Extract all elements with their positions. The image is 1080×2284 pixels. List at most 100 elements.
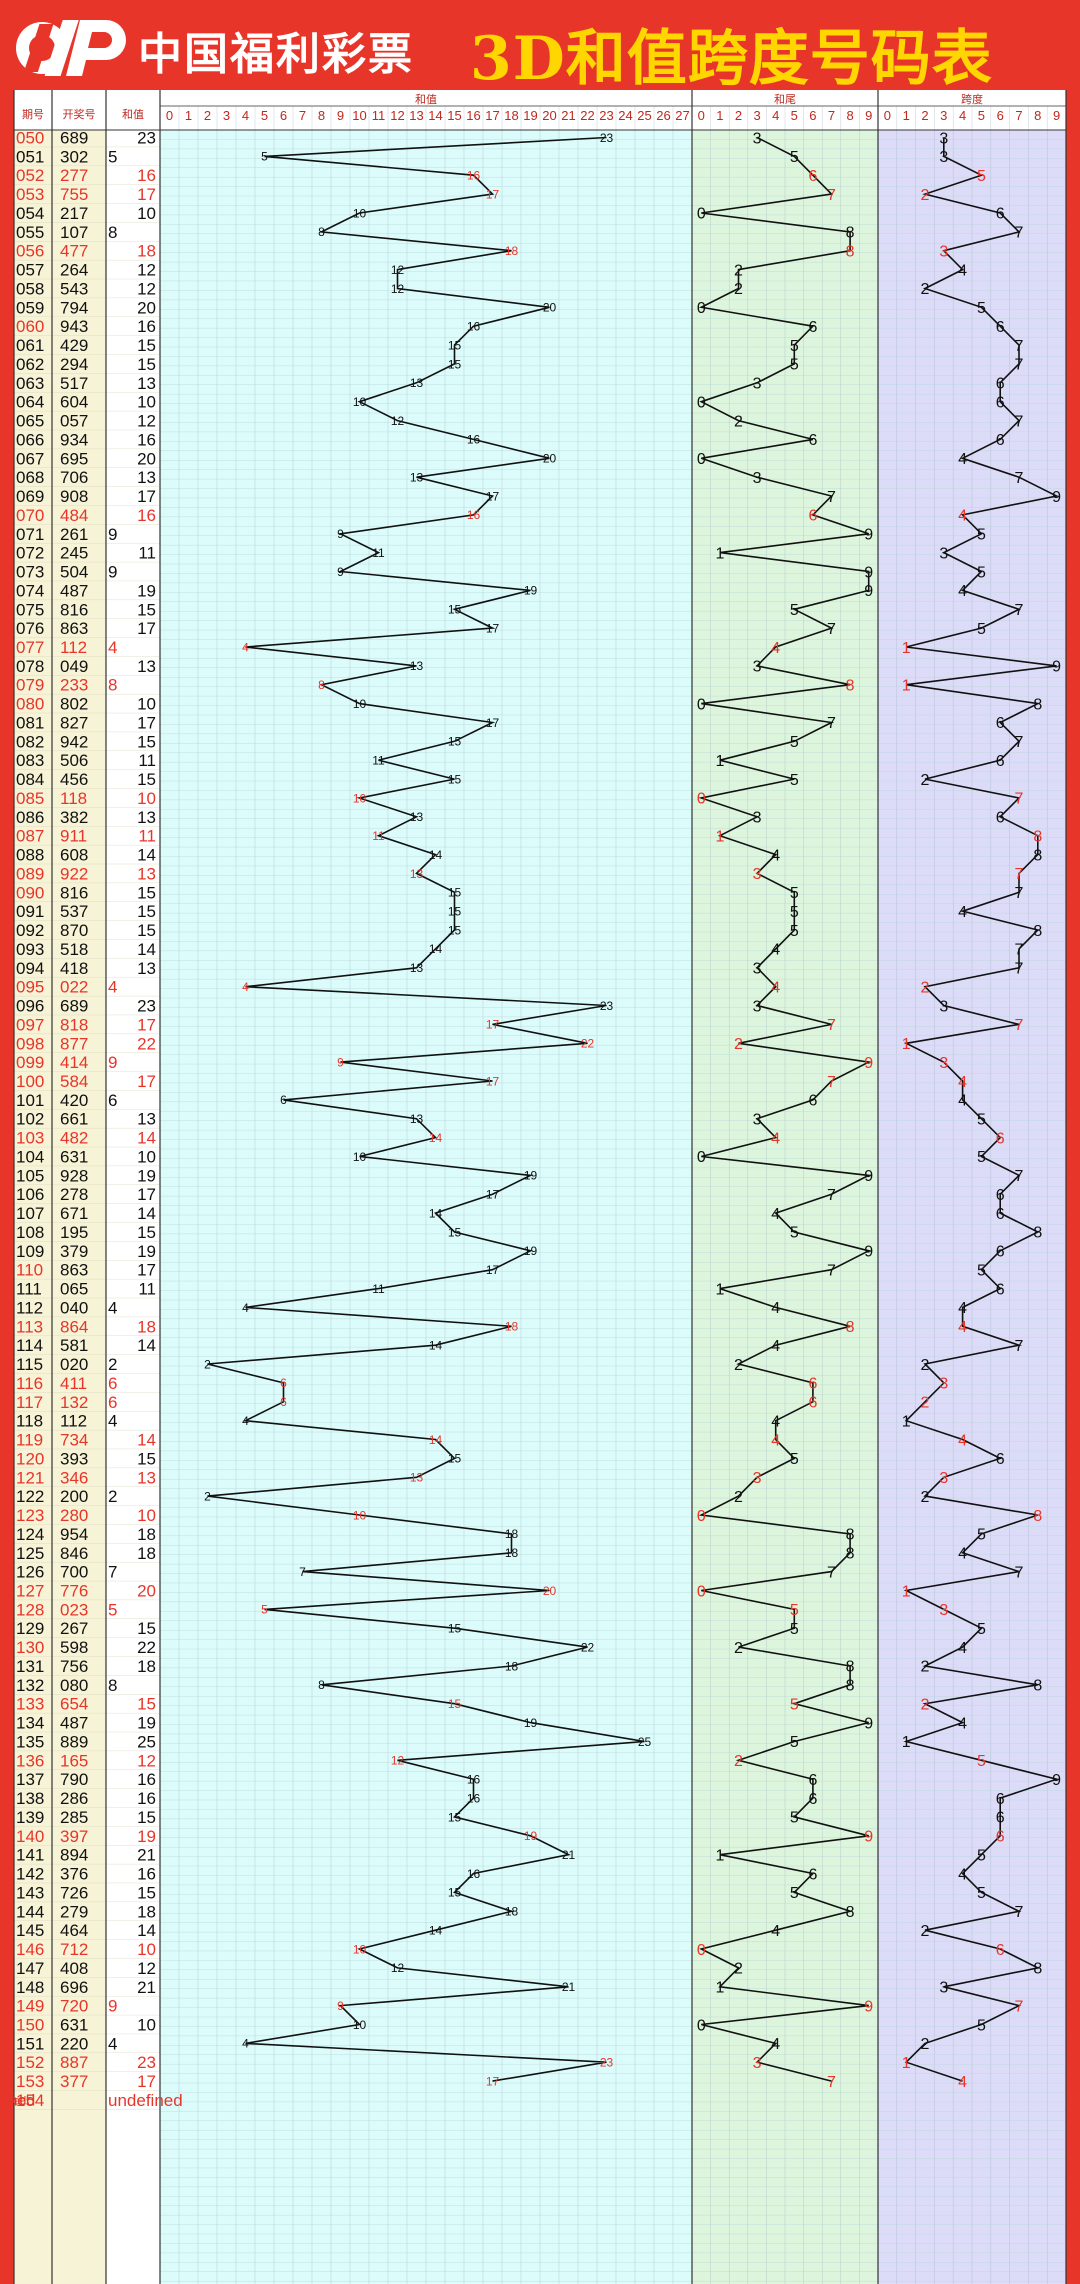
span-point: 2	[921, 979, 930, 996]
issue-cell: 123	[16, 1506, 44, 1525]
span-point: 6	[996, 432, 1005, 449]
number-cell: 631	[60, 1147, 88, 1166]
span-point: 7	[1015, 866, 1024, 883]
sum-cell: 15	[137, 883, 156, 902]
tail-point: 1	[715, 828, 724, 845]
number-cell: 827	[60, 713, 88, 732]
number-cell: 376	[60, 1865, 88, 1884]
sum-cell: 11	[138, 1280, 156, 1299]
number-cell: 418	[60, 959, 88, 978]
number-cell: 922	[60, 864, 88, 883]
issue-cell: 149	[16, 1997, 44, 2016]
tail-point: 4	[771, 1300, 780, 1317]
tail-point: 3	[753, 866, 762, 883]
number-cell: 689	[60, 997, 88, 1016]
span-point: 1	[902, 1734, 911, 1751]
sum-cell: 5	[108, 147, 117, 166]
span-point: 6	[996, 1187, 1005, 1204]
issue-cell: 122	[16, 1487, 44, 1506]
sum-point: 5	[261, 150, 268, 164]
span-point: 9	[1052, 659, 1061, 676]
issue-cell: 069	[16, 487, 44, 506]
span-point: 4	[958, 1640, 967, 1657]
issue-cell: 148	[16, 1978, 44, 1997]
issue-cell: 132	[16, 1676, 44, 1695]
sum-cell: 6	[108, 1374, 117, 1393]
span-point: 2	[921, 2036, 930, 2053]
span-point: 5	[977, 1527, 986, 1544]
sum-cell: 2	[108, 1487, 117, 1506]
span-point: 2	[921, 1395, 930, 1412]
span-point: 5	[977, 1149, 986, 1166]
span-point: 7	[1015, 470, 1024, 487]
span-point: 7	[1015, 1998, 1024, 2015]
span-point: 8	[1033, 1508, 1042, 1525]
span-point: 4	[958, 904, 967, 921]
sum-cell: 8	[108, 1676, 117, 1695]
sum-point: 15	[448, 1886, 462, 1900]
sum-cell: 13	[137, 1110, 156, 1129]
span-point: 1	[902, 640, 911, 657]
sum-cell: 14	[137, 1204, 156, 1223]
tail-point: 5	[790, 904, 799, 921]
sum-point: 10	[353, 395, 367, 409]
sum-cell: 6	[108, 1091, 117, 1110]
tail-point: 0	[697, 696, 706, 713]
sum-cell: 22	[137, 1034, 156, 1053]
issue-cell: 127	[16, 1581, 44, 1600]
number-cell: 220	[60, 2034, 88, 2053]
issue-cell: 059	[16, 298, 44, 317]
sum-cell: 4	[108, 1298, 117, 1317]
number-cell: 794	[60, 298, 88, 317]
span-point: 6	[996, 715, 1005, 732]
tail-point: 7	[827, 2074, 836, 2091]
number-cell: 456	[60, 770, 88, 789]
tail-point: 6	[808, 1376, 817, 1393]
sum-cell: 15	[137, 921, 156, 940]
span-point: 3	[939, 545, 948, 562]
tail-point: 8	[846, 1678, 855, 1695]
span-point: 4	[958, 1300, 967, 1317]
sum-point: 15	[448, 1225, 462, 1239]
sum-point: 12	[391, 263, 405, 277]
tail-point: 7	[827, 1262, 836, 1279]
tail-point: 5	[790, 149, 799, 166]
sum-cell: 17	[137, 2072, 156, 2091]
sum-cell: 18	[137, 1544, 156, 1563]
number-cell: 671	[60, 1204, 88, 1223]
number-cell: 267	[60, 1619, 88, 1638]
sum-point: 16	[467, 320, 481, 334]
sum-point: 5	[261, 1603, 268, 1617]
number-cell: 040	[60, 1298, 88, 1317]
tail-tick-label: 3	[753, 108, 760, 123]
sum-cell: 23	[137, 129, 156, 148]
span-point: 4	[958, 451, 967, 468]
span-point: 7	[1015, 1904, 1024, 1921]
sum-cell: 15	[137, 732, 156, 751]
tail-point: 5	[790, 734, 799, 751]
number-cell: 132	[60, 1393, 88, 1412]
sum-point: 17	[486, 187, 500, 201]
span-point: 2	[921, 1489, 930, 1506]
number-cell: 280	[60, 1506, 88, 1525]
tail-point: 8	[846, 1319, 855, 1336]
sum-cell: 16	[137, 166, 156, 185]
sum-tick-label: 22	[580, 108, 594, 123]
tail-point: 1	[715, 1847, 724, 1864]
number-cell: 790	[60, 1770, 88, 1789]
issue-cell: 105	[16, 1166, 44, 1185]
sum-point: 13	[410, 659, 424, 673]
sum-point: 13	[410, 1471, 424, 1485]
page-title: 3D和值跨度号码表	[470, 24, 993, 94]
issue-cell: 092	[16, 921, 44, 940]
issue-cell: 055	[16, 223, 44, 242]
number-cell: 112	[60, 1412, 87, 1431]
sum-cell: 19	[137, 1714, 156, 1733]
tail-point: 7	[827, 187, 836, 204]
tail-point: 3	[753, 1470, 762, 1487]
span-point: 8	[1033, 828, 1042, 845]
number-cell: 112	[60, 638, 87, 657]
cwl-logo-icon	[16, 20, 126, 76]
sum-point: 13	[410, 470, 424, 484]
tail-point: 4	[771, 640, 780, 657]
